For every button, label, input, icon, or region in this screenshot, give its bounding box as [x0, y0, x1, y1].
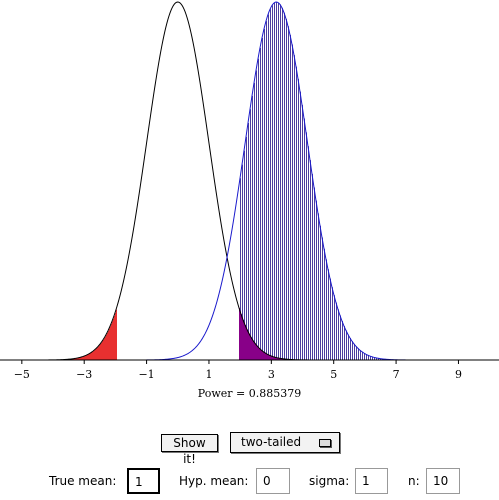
true-mean-label: True mean: — [49, 474, 117, 488]
x-tick-label: 7 — [393, 368, 400, 381]
x-tick-label: −5 — [14, 368, 30, 381]
true-mean-input[interactable]: 1 — [127, 468, 160, 494]
sigma-input[interactable]: 1 — [355, 468, 388, 494]
x-axis-ticks: −5 −3 −1 1 3 5 7 9 — [14, 360, 462, 381]
show-it-button[interactable]: Show it! — [161, 434, 218, 466]
x-tick-label: 9 — [455, 368, 462, 381]
hyp-mean-input[interactable]: 0 — [256, 468, 290, 494]
x-tick-label: 1 — [205, 368, 212, 381]
tail-type-value: two-tailed — [241, 435, 302, 449]
x-tick-label: −3 — [76, 368, 92, 381]
power-readout: Power = 0.885379 — [197, 387, 302, 400]
shaded-regions — [0, 2, 459, 360]
x-tick-label: −1 — [138, 368, 154, 381]
x-tick-label: 5 — [330, 368, 337, 381]
n-label: n: — [408, 474, 420, 488]
sigma-label: sigma: — [309, 474, 350, 488]
n-input[interactable]: 10 — [426, 468, 460, 494]
hyp-mean-label: Hyp. mean: — [179, 474, 249, 488]
tail-type-select[interactable]: two-tailed — [230, 432, 340, 453]
dropdown-arrow-icon — [319, 439, 331, 447]
x-tick-label: 3 — [268, 368, 275, 381]
power-plot: −5 −3 −1 1 3 5 7 9 — [0, 1, 499, 381]
